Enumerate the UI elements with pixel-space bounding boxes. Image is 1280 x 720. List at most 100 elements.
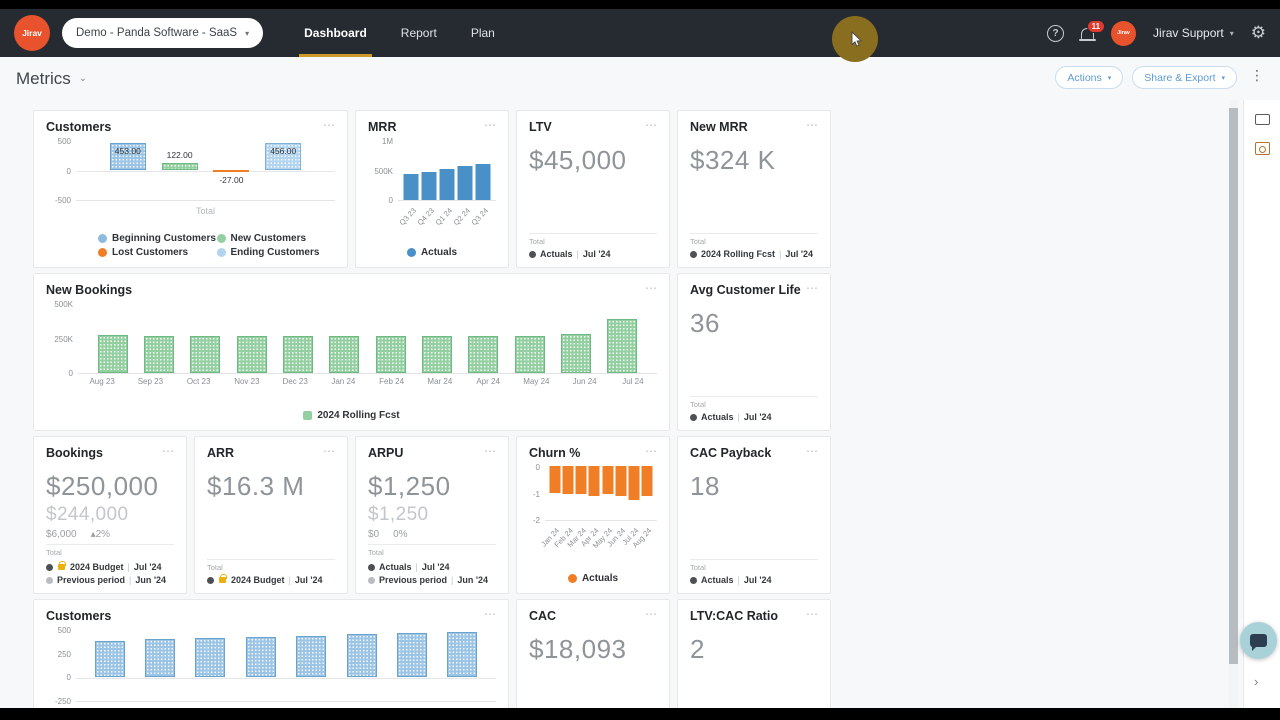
tab-dashboard[interactable]: Dashboard xyxy=(299,9,372,57)
card-menu-icon[interactable]: ⋯ xyxy=(806,607,818,621)
legend-item: Ending Customers xyxy=(216,247,336,258)
legend-item: Lost Customers xyxy=(98,247,217,258)
chevron-down-icon: ▾ xyxy=(1229,28,1234,38)
card-menu-icon[interactable]: ⋯ xyxy=(645,118,657,132)
chart-bar xyxy=(468,336,499,373)
card-header: LTV ⋯ xyxy=(529,118,657,134)
series-name: 2024 Rolling Fcst xyxy=(701,249,776,259)
series-name: 2024 Budget xyxy=(70,562,124,572)
card-header: New MRR ⋯ xyxy=(690,118,818,134)
divider xyxy=(207,559,335,560)
zero-gridline xyxy=(76,171,335,172)
chart-bar xyxy=(602,466,614,495)
card-menu-icon[interactable]: ⋯ xyxy=(645,281,657,295)
company-selector[interactable]: Demo - Panda Software - SaaS ▾ xyxy=(62,18,264,48)
card-menu-icon[interactable]: ⋯ xyxy=(484,607,496,621)
card-title: LTV:CAC Ratio xyxy=(690,609,778,623)
legend-item: Actuals xyxy=(567,573,619,584)
card-menu-icon[interactable]: ⋯ xyxy=(806,281,818,295)
share-export-button[interactable]: Share & Export ▾ xyxy=(1132,66,1237,89)
kpi-value: $1,250 xyxy=(368,471,451,501)
y-axis-tick: 500 xyxy=(57,137,71,146)
card-header: Bookings ⋯ xyxy=(46,444,174,460)
card-header: ARR ⋯ xyxy=(207,444,335,460)
comment-icon[interactable] xyxy=(1254,114,1270,125)
divider xyxy=(46,544,174,545)
series-footer: 2024 Budget | Jul '24 xyxy=(46,560,174,572)
plot-column xyxy=(76,630,496,706)
x-axis-label: Jan 24 xyxy=(331,377,356,386)
y-axis-tick: 0 xyxy=(535,463,540,472)
series-dot-icon xyxy=(690,576,697,584)
card-menu-icon[interactable]: ⋯ xyxy=(484,444,496,458)
jirav-logo[interactable]: Jirav xyxy=(14,15,50,51)
pipe-separator: | xyxy=(779,249,782,259)
x-axis-label: Q3 24 xyxy=(469,206,490,228)
kpi-delta-row: $6,000 ▴2% xyxy=(46,529,174,540)
card-header: Customers ⋯ xyxy=(46,607,496,623)
chart-bar xyxy=(346,634,377,677)
help-icon[interactable]: ? xyxy=(1047,24,1065,42)
pipe-separator: | xyxy=(288,575,291,585)
chart-bar xyxy=(421,336,452,373)
x-axis-label: Q4 23 xyxy=(415,206,436,228)
series-dot-icon xyxy=(207,576,214,584)
chart-bar xyxy=(190,336,221,373)
user-avatar[interactable]: Jirav xyxy=(1111,20,1137,46)
card-header: Churn % ⋯ xyxy=(529,444,657,460)
series-footer: Actuals | Jul '24 xyxy=(529,249,657,259)
series-period: Jul '24 xyxy=(785,249,814,259)
chart-bar xyxy=(560,334,591,373)
actions-button[interactable]: Actions ▾ xyxy=(1055,66,1124,89)
legend-item: Actuals xyxy=(406,247,457,258)
header-more-menu-icon[interactable]: ⋮ xyxy=(1250,67,1264,83)
tab-plan[interactable]: Plan xyxy=(470,26,495,40)
card-avg-customer-life: Avg Customer Life ⋯ 36 Total Actuals | Jul '24 xyxy=(677,273,831,431)
card-new-bookings: New Bookings ⋯ 500K 250K 0 Aug 23 Sep 23 Oct 23… xyxy=(33,273,670,431)
tab-report[interactable]: Report xyxy=(400,26,437,40)
collapse-chevron-icon[interactable]: › xyxy=(1254,674,1259,689)
pipe-separator: | xyxy=(451,575,454,585)
card-title: Bookings xyxy=(46,446,103,460)
chart-legend: Actuals xyxy=(368,247,496,259)
card-menu-icon[interactable]: ⋯ xyxy=(162,444,174,458)
spacer xyxy=(690,502,818,555)
card-title: Avg Customer Life xyxy=(690,283,801,297)
click-highlight xyxy=(832,16,878,62)
legend-label: Actuals xyxy=(581,573,619,584)
card-menu-icon[interactable]: ⋯ xyxy=(323,118,335,132)
notifications-button[interactable]: 11 xyxy=(1078,19,1106,41)
card-title: New MRR xyxy=(690,120,748,134)
presentation-icon[interactable] xyxy=(1254,142,1270,155)
chevron-down-icon: ▾ xyxy=(1221,74,1225,82)
card-menu-icon[interactable]: ⋯ xyxy=(645,444,657,458)
card-title: CAC xyxy=(529,609,557,623)
legend-item: 2024 Rolling Fcst xyxy=(303,410,400,421)
series-name: Actuals xyxy=(540,249,573,259)
card-title: LTV xyxy=(529,120,552,134)
series-footer: Actuals | Jul '24 xyxy=(368,562,496,572)
user-name-label: Jirav Support xyxy=(1153,26,1224,40)
user-menu[interactable]: Jirav Support ▾ xyxy=(1153,26,1234,40)
card-menu-icon[interactable]: ⋯ xyxy=(806,444,818,458)
chart-bar xyxy=(641,466,653,496)
y-axis: 500 250 0 -250 xyxy=(46,626,76,706)
card-menu-icon[interactable]: ⋯ xyxy=(323,444,335,458)
spacer xyxy=(529,176,657,229)
chart-legend: Actuals xyxy=(529,573,657,585)
page-title: Metrics xyxy=(16,68,71,88)
card-menu-icon[interactable]: ⋯ xyxy=(645,607,657,621)
chart-body: 500 250 0 -250 xyxy=(46,626,496,706)
chat-launcher-button[interactable] xyxy=(1240,622,1277,659)
chart-plot: 453.00 122.00 -27.00 456.00 xyxy=(76,141,335,201)
card-menu-icon[interactable]: ⋯ xyxy=(484,118,496,132)
card-menu-icon[interactable]: ⋯ xyxy=(806,118,818,132)
chart-body: 0 -1 -2 Jan 24 Feb 24 Mar 24 Apr 24 May 24 Jun 2… xyxy=(529,463,657,550)
chart-bar xyxy=(329,336,360,373)
chart-bar xyxy=(575,466,587,495)
dashboard-title-dropdown[interactable]: Metrics ⌄ xyxy=(16,69,87,89)
scrollbar-thumb[interactable] xyxy=(1229,108,1238,664)
legend-label: New Customers xyxy=(230,233,307,244)
card-ltv-cac: LTV:CAC Ratio ⋯ 2 xyxy=(677,599,831,720)
gear-icon[interactable]: ⚙ xyxy=(1250,23,1266,42)
